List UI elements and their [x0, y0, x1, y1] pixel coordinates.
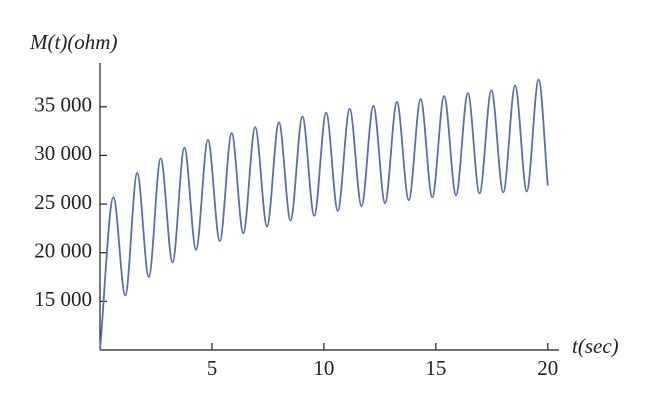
y-tick-label: 30 000: [34, 141, 92, 165]
y-tick-label: 35 000: [34, 93, 92, 117]
data-line: [99, 78, 549, 351]
x-axis-label: t(sec): [572, 334, 619, 358]
y-tick-label: 25 000: [34, 190, 92, 214]
x-tick-label: 15: [425, 356, 446, 380]
x-tick-label: 20: [537, 356, 558, 380]
y-axis-label: M(t)(ohm): [29, 30, 117, 54]
x-tick-label: 10: [313, 356, 334, 380]
y-tick-label: 15 000: [34, 287, 92, 311]
y-tick-label: 20 000: [34, 239, 92, 263]
x-tick-label: 5: [207, 356, 218, 380]
